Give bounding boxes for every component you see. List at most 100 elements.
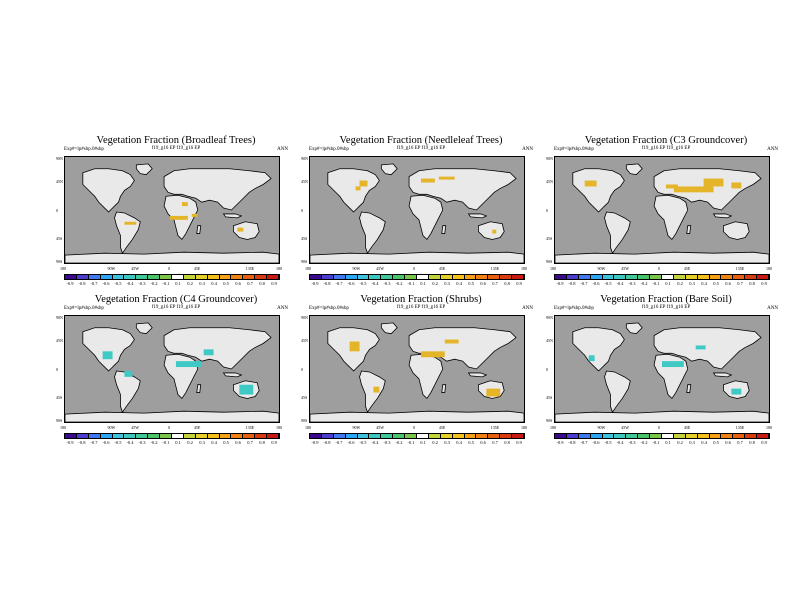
colorbar-tick-label: -0.2 <box>640 440 648 445</box>
colorbar-swatch <box>369 434 382 438</box>
colorbar-tick-label: -0.9 <box>556 440 564 445</box>
colorbar-tick-label: 0.6 <box>725 281 731 286</box>
colorbar-labels: -0.9 -0.8 -0.7 -0.6 -0.5 -0.4 -0.3 -0.2 -0.1 0.1 0… <box>309 281 525 288</box>
colorbar-tick-label: -0.4 <box>126 281 134 286</box>
colorbar-swatch <box>345 434 358 438</box>
colorbar-tick-label: -0.9 <box>311 281 319 286</box>
colorbar-swatch <box>417 275 429 279</box>
colorbar-tick-label: -0.6 <box>592 281 600 286</box>
colorbar-swatch <box>721 275 734 279</box>
difference-patch <box>584 180 597 187</box>
longitude-label: 0 <box>168 425 170 430</box>
latitude-label: 0 <box>301 207 303 213</box>
longitude-label: 45W <box>376 425 385 430</box>
latitude-label: 0 <box>56 366 58 372</box>
latitude-label: 45S <box>301 394 308 400</box>
colorbar-swatch <box>405 275 418 279</box>
colorbar-swatch <box>310 275 322 279</box>
colorbar-tick-label: 0.9 <box>516 440 522 445</box>
longitude-label: 180 <box>276 266 282 271</box>
latitude-label: 45N <box>301 338 308 344</box>
colorbar-tick-label: 0.1 <box>665 281 671 286</box>
colorbar-swatch <box>219 275 232 279</box>
colorbar-swatch <box>88 434 101 438</box>
longitude-label: 0 <box>168 266 170 271</box>
latitude-label: 90S <box>56 259 63 265</box>
colorbar-swatch <box>757 275 770 279</box>
colorbar-swatch <box>476 275 489 279</box>
colorbar-swatch <box>172 275 184 279</box>
latitude-label: 0 <box>301 366 303 372</box>
colorbar-swatch <box>417 434 429 438</box>
colorbar-tick-label: 0.5 <box>713 281 719 286</box>
continent-shape <box>555 251 769 263</box>
colorbar-swatch <box>555 434 567 438</box>
colorbar-tick-label: -0.9 <box>311 440 319 445</box>
colorbar-tick-label: 0.5 <box>223 281 229 286</box>
colorbar-swatch <box>321 434 334 438</box>
case-label: f19_g16 EP f19_g16 EP <box>396 305 446 310</box>
colorbar-swatch <box>243 434 256 438</box>
continent-shape <box>114 370 141 414</box>
colorbar-tick-label: 0.5 <box>223 440 229 445</box>
continent-shape <box>408 194 444 241</box>
colorbar-swatch <box>590 275 603 279</box>
continent-shape <box>163 353 199 400</box>
longitude-label: 180 <box>60 266 66 271</box>
longitude-label: 135E <box>490 266 500 271</box>
colorbar-tick-label: 0.3 <box>199 440 205 445</box>
longitude-label: 135E <box>490 425 500 430</box>
panel-broadleaf-trees: Vegetation Fraction (Broadleaf Trees) Ex… <box>56 135 296 295</box>
colorbar-swatch <box>662 434 674 438</box>
colorbar-swatch <box>614 434 627 438</box>
colorbar-swatch <box>452 434 465 438</box>
world-map <box>554 156 770 264</box>
colorbar-tick-label: -0.1 <box>652 281 660 286</box>
latitude-label: 0 <box>56 207 58 213</box>
longitude-label: 90W <box>597 425 606 430</box>
continent-shape <box>653 327 762 370</box>
continent-shape <box>327 168 380 213</box>
continent-shape <box>82 327 135 372</box>
difference-patch <box>181 202 188 207</box>
colorbar-tick-label: 0.3 <box>689 440 695 445</box>
longitude-label: 45E <box>683 425 691 430</box>
longitude-label: 180 <box>766 425 772 430</box>
continent-shape <box>441 384 447 393</box>
colorbar-swatch <box>255 275 268 279</box>
colorbar-tick-label: 0.1 <box>175 281 181 286</box>
difference-patch <box>673 186 714 193</box>
colorbar-swatch <box>512 275 525 279</box>
colorbar-swatch <box>243 275 256 279</box>
longitude-label: 0 <box>658 266 660 271</box>
longitude-label: 180 <box>305 425 311 430</box>
colorbar-tick-label: 0.9 <box>516 281 522 286</box>
latitude-label: 90N <box>301 314 308 320</box>
colorbar-tick-label: 0.8 <box>749 281 755 286</box>
map-svg <box>65 322 279 422</box>
longitude-label: 45W <box>131 425 140 430</box>
latitude-label: 45N <box>56 338 63 344</box>
latitude-label: 0 <box>546 366 548 372</box>
colorbar-swatch <box>207 275 220 279</box>
map-svg <box>555 163 769 263</box>
longitude-label: 0 <box>413 425 415 430</box>
colorbar-swatch <box>357 275 370 279</box>
panel-shrubs: Vegetation Fraction (Shrubs) Exp#=lp#sbp… <box>301 294 541 454</box>
continent-shape <box>163 168 272 211</box>
colorbar-swatch <box>709 434 722 438</box>
difference-patch <box>373 386 380 393</box>
colorbar-tick-label: -0.4 <box>616 440 624 445</box>
colorbar-labels: -0.9 -0.8 -0.7 -0.6 -0.5 -0.4 -0.3 -0.2 -0.1 0.1 0… <box>309 440 525 447</box>
difference-patch <box>731 388 742 395</box>
colorbar-tick-label: 0.4 <box>456 281 462 286</box>
colorbar-tick-label: -0.5 <box>604 281 612 286</box>
world-map <box>64 156 280 264</box>
longitude-label: 180 <box>550 425 556 430</box>
colorbar-swatch <box>160 275 173 279</box>
map-svg <box>310 322 524 422</box>
colorbar-tick-label: 0.6 <box>235 440 241 445</box>
continent-shape <box>723 221 750 240</box>
longitude-label: 45E <box>438 266 446 271</box>
colorbar-tick-label: -0.8 <box>78 281 86 286</box>
